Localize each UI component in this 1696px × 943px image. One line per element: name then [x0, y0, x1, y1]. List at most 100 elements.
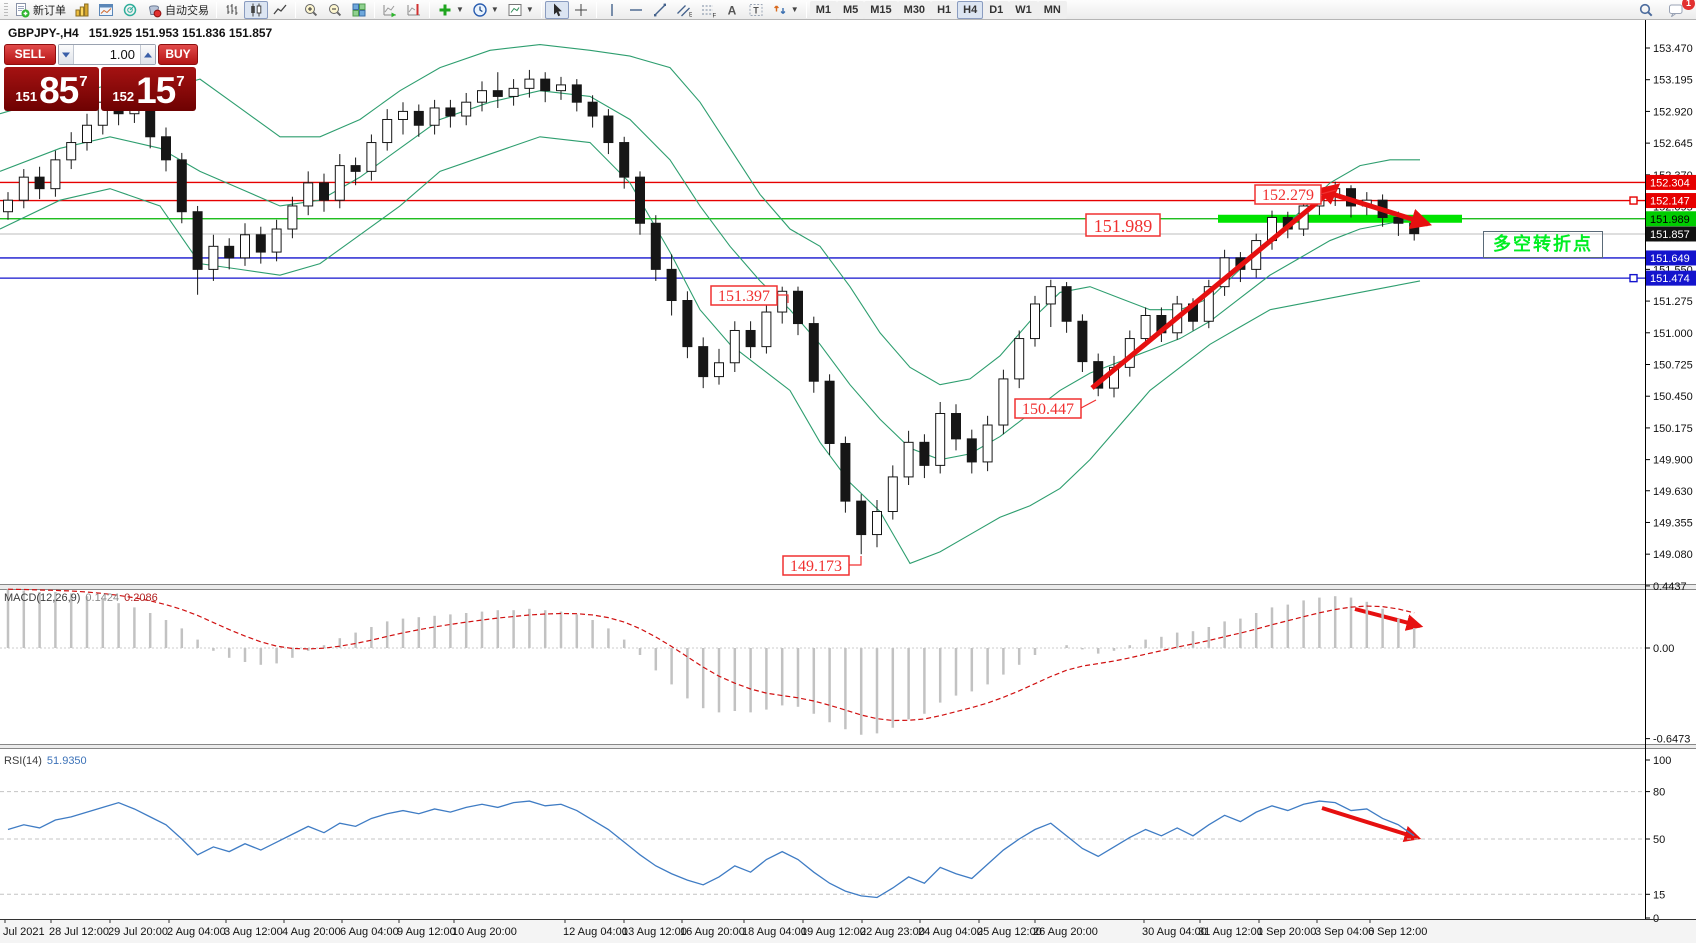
candle-bull: [18, 176, 29, 201]
axis-tick-label: 149.080: [1653, 549, 1693, 561]
candle-bull: [461, 101, 472, 117]
tag-connector: [1320, 189, 1337, 195]
time-label: Jul 2021: [3, 926, 45, 938]
text-label-icon: T: [749, 3, 763, 16]
price-tags[interactable]: 152.279 151.989 151.397 150.447 149.173: [710, 184, 1337, 576]
axis-price-label: 151.857: [1650, 229, 1690, 241]
price-tag-text: 152.279: [1262, 187, 1314, 204]
axis-tick-label: 150.450: [1653, 391, 1693, 403]
price-tag-text: 150.447: [1022, 401, 1074, 418]
buy-button[interactable]: BUY: [158, 44, 198, 65]
volume-up-button[interactable]: [140, 45, 155, 64]
candle-bear: [1393, 216, 1404, 224]
toolbar-grip[interactable]: [4, 2, 8, 17]
time-label: 4 Aug 20:00: [282, 926, 341, 938]
axis-tick-label: 149.900: [1653, 455, 1693, 467]
time-label: 29 Jul 20:00: [108, 926, 168, 938]
turning-point-annotation[interactable]: 多空转折点: [1483, 231, 1603, 258]
text-label-tool-button[interactable]: T: [744, 1, 768, 19]
timeframe-mn[interactable]: MN: [1037, 1, 1067, 19]
candle-bull: [556, 84, 566, 92]
zoom-in-button[interactable]: [299, 1, 323, 19]
timeframe-m30[interactable]: M30: [897, 1, 932, 19]
vertical-line-tool-button[interactable]: [600, 1, 624, 19]
tile-windows-button[interactable]: [347, 1, 371, 19]
equidistant-channel-tool-button[interactable]: E: [672, 1, 696, 19]
auto-trading-button[interactable]: 自动交易: [142, 1, 213, 19]
timeframe-d1[interactable]: D1: [983, 1, 1010, 19]
time-label: 22 Aug 23:00: [860, 926, 925, 938]
market-radar-button[interactable]: [118, 1, 142, 19]
time-label: 1 Sep 20:00: [1257, 926, 1316, 938]
price-tag-text: 149.173: [790, 558, 842, 575]
axis-tick-label: 149.355: [1653, 517, 1693, 529]
search-button[interactable]: [1634, 1, 1658, 19]
indicators-button[interactable]: ▼: [433, 1, 468, 19]
timeframe-h1[interactable]: H1: [931, 1, 958, 19]
horizontal-line-tool-button[interactable]: [624, 1, 648, 19]
zoom-out-button[interactable]: [323, 1, 347, 19]
chat-button[interactable]: [1664, 1, 1688, 19]
ask-price-tile[interactable]: 152 15 7: [101, 67, 196, 111]
horizontal-lines[interactable]: [0, 181, 1645, 283]
timeframe-m5[interactable]: M5: [836, 1, 865, 19]
charts-button[interactable]: [70, 1, 94, 19]
bid-pips: 85: [39, 70, 79, 111]
new-order-button[interactable]: 新订单: [10, 1, 70, 19]
bid-price-tile[interactable]: 151 85 7: [4, 67, 99, 111]
volume-value[interactable]: 1.00: [109, 47, 135, 62]
axis-tick-label: 150.725: [1653, 359, 1693, 371]
chart-shift-button[interactable]: [402, 1, 426, 19]
axis-tick-label: 151.000: [1653, 328, 1693, 340]
auto-trading-icon: [148, 4, 162, 17]
timeframe-w1[interactable]: W1: [1009, 1, 1038, 19]
candle-bear: [919, 441, 930, 466]
trend-arrows[interactable]: [1090, 183, 1433, 843]
time-label: 31 Aug 12:00: [1198, 926, 1263, 938]
time-label: 3 Aug 12:00: [224, 926, 283, 938]
price-tag-box: [782, 555, 850, 576]
candlestick-mode-button[interactable]: [244, 0, 268, 19]
timeframe-h4[interactable]: H4: [957, 1, 984, 19]
timeframe-m15[interactable]: M15: [864, 1, 898, 19]
volume-stepper: 1.00: [58, 44, 156, 65]
text-tool-button[interactable]: A: [720, 1, 744, 19]
candle-bear: [745, 329, 756, 348]
cursor-tool-button[interactable]: [544, 0, 569, 19]
volume-down-button[interactable]: [59, 45, 74, 64]
bar-chart-mode-button[interactable]: [220, 1, 244, 19]
fibonacci-tool-button[interactable]: F: [696, 1, 720, 19]
axis-tick-label: 15: [1653, 889, 1665, 901]
tag-connector: [1080, 399, 1097, 409]
candle-bull: [887, 476, 898, 513]
ask-big-figure: 152: [112, 89, 135, 104]
notification-badge[interactable]: 1: [1682, 0, 1695, 10]
line-chart-mode-button[interactable]: [268, 1, 292, 19]
bid-big-figure: 151: [15, 89, 38, 104]
auto-scroll-icon: [383, 4, 396, 17]
text-icon: A: [727, 3, 736, 17]
periods-button[interactable]: ▼: [468, 1, 503, 19]
cursor-icon: [553, 3, 562, 16]
trendline-tool-button[interactable]: [648, 1, 672, 19]
sell-button[interactable]: SELL: [4, 44, 56, 65]
candle-bull: [382, 118, 393, 144]
time-label: 9 Aug 12:00: [397, 926, 456, 938]
crosshair-tool-button[interactable]: [569, 1, 593, 19]
candle-bull: [1014, 338, 1025, 380]
auto-scroll-button[interactable]: [378, 1, 402, 19]
ask-pips: 15: [136, 70, 176, 111]
candle-bear: [176, 159, 187, 213]
macd-name: MACD(12,26,9): [4, 592, 81, 604]
svg-text:F: F: [712, 13, 716, 18]
timeframe-m1[interactable]: M1: [809, 1, 837, 19]
shapes-tool-button[interactable]: ▼: [768, 1, 803, 19]
templates-button[interactable]: ▼: [503, 1, 538, 19]
red-arrow: [1331, 191, 1433, 230]
data-window-button[interactable]: [94, 1, 118, 19]
price-tag-box: [1085, 213, 1161, 237]
chart-title: GBPJPY-,H4 151.925 151.953 151.836 151.85…: [8, 26, 272, 40]
green-highlight-band[interactable]: [1218, 214, 1462, 223]
tag-connector: [777, 294, 789, 303]
